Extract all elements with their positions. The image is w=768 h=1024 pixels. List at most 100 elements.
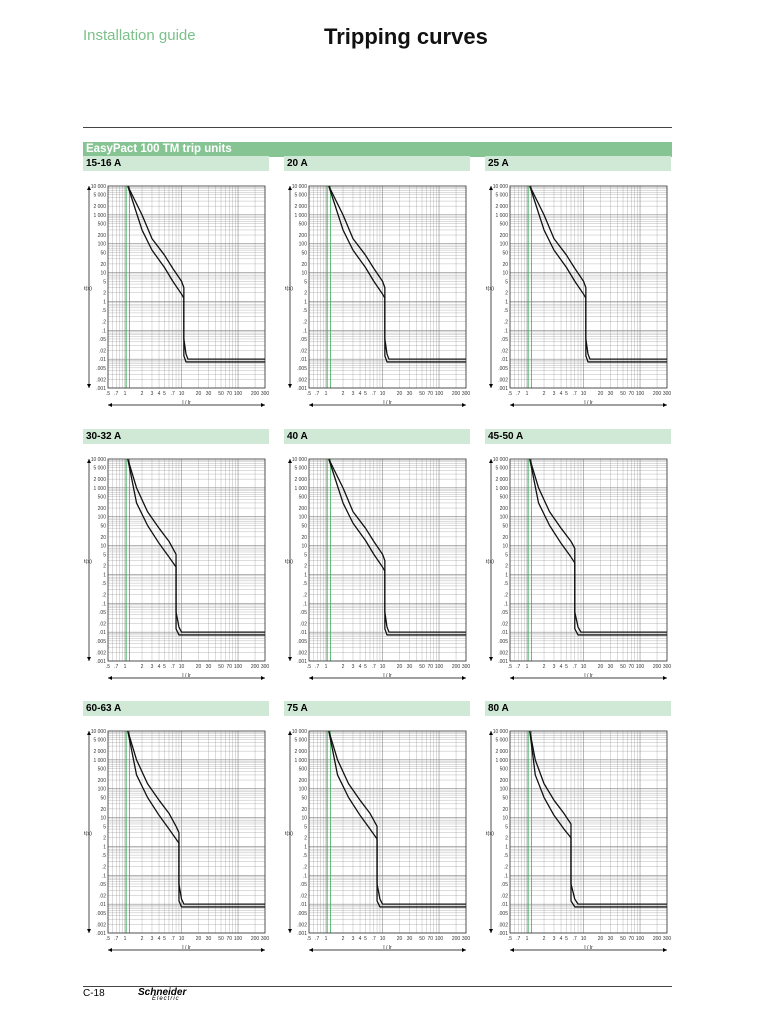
x-tick-label: 200 bbox=[251, 936, 260, 942]
x-tick-label: 200 bbox=[653, 664, 662, 670]
x-tick-label: 1 bbox=[325, 664, 328, 670]
x-tick-label: 200 bbox=[452, 391, 461, 397]
plot-frame bbox=[107, 185, 266, 389]
y-tick-label: 10 000 bbox=[91, 184, 107, 190]
trip-curve-chart: 10 000 5 000 2 000 1 000 500 200 100 50 20 10 5 2 1.… bbox=[285, 729, 470, 952]
x-tick-label: .7 bbox=[573, 391, 577, 397]
trip-curve-panel: 30-32 A 10 000 5 000 2 000 1 000 500 200 100 50 2… bbox=[83, 429, 269, 699]
x-tick-label: 1 bbox=[124, 936, 127, 942]
x-tick-label: .5 bbox=[508, 664, 512, 670]
y-tick-label: 2 000 bbox=[93, 749, 106, 755]
trip-curve-panel: 40 A 10 000 5 000 2 000 1 000 500 200 100 50 20 10… bbox=[284, 429, 470, 699]
trip-curve-panel: 80 A 10 000 5 000 2 000 1 000 500 200 100 50 20 10… bbox=[485, 701, 671, 971]
x-tick-label: .5 bbox=[307, 664, 311, 670]
y-tick-label: .005 bbox=[96, 366, 106, 372]
y-tick-label: 5 000 bbox=[294, 738, 307, 744]
y-tick-label: 2 bbox=[103, 291, 106, 297]
y-tick-label: 50 bbox=[502, 523, 508, 529]
y-tick-label: .001 bbox=[297, 386, 307, 392]
y-tick-label: 5 000 bbox=[495, 193, 508, 199]
plot-frame bbox=[509, 185, 668, 389]
x-tick-label: 30 bbox=[407, 664, 413, 670]
y-tick-label: 200 bbox=[299, 778, 308, 784]
y-tick-label: 200 bbox=[500, 778, 509, 784]
y-tick-label: 500 bbox=[98, 222, 107, 228]
trip-curve-panel: 75 A 10 000 5 000 2 000 1 000 500 200 100 50 20 10… bbox=[284, 701, 470, 971]
y-tick-label: 50 bbox=[502, 250, 508, 256]
y-tick-label: 1 000 bbox=[294, 758, 307, 764]
x-tick-label: 2 bbox=[342, 391, 345, 397]
y-tick-label: .2 bbox=[504, 593, 508, 599]
y-tick-label: .002 bbox=[96, 650, 106, 656]
trip-curve-upper bbox=[328, 730, 466, 905]
x-tick-label: 4 bbox=[158, 391, 161, 397]
x-tick-label: 2 bbox=[141, 391, 144, 397]
trip-curve-lower bbox=[328, 730, 466, 908]
x-tick-label: 200 bbox=[251, 391, 260, 397]
y-tick-label: 10 000 bbox=[493, 184, 509, 190]
y-tick-label: 10 bbox=[502, 271, 508, 277]
x-tick-label: .7 bbox=[516, 664, 520, 670]
trip-curve-chart: 10 000 5 000 2 000 1 000 500 200 100 50 20 10 5 2 1.… bbox=[84, 729, 269, 952]
trip-curve-lower bbox=[127, 730, 265, 908]
y-tick-label: .01 bbox=[99, 902, 106, 908]
y-tick-label: .01 bbox=[300, 630, 307, 636]
x-tick-label: 3 bbox=[553, 391, 556, 397]
y-tick-label: 10 bbox=[301, 544, 307, 550]
y-tick-label: 1 000 bbox=[495, 213, 508, 219]
trip-curve-chart: 10 000 5 000 2 000 1 000 500 200 100 50 20 10 5 2 1.… bbox=[285, 184, 470, 407]
x-tick-label: 300 bbox=[462, 664, 470, 670]
y-tick-label: 5 bbox=[304, 824, 307, 830]
x-tick-label: 1 bbox=[124, 391, 127, 397]
panel-rating-title: 15-16 A bbox=[83, 156, 269, 171]
y-tick-label: .5 bbox=[102, 581, 106, 587]
y-tick-label: .01 bbox=[501, 902, 508, 908]
x-tick-label: 200 bbox=[653, 936, 662, 942]
y-tick-label: 5 000 bbox=[93, 466, 106, 472]
y-tick-label: 1 bbox=[304, 299, 307, 305]
y-tick-label: 500 bbox=[299, 495, 308, 501]
x-tick-label: 200 bbox=[452, 936, 461, 942]
x-tick-label: 4 bbox=[158, 664, 161, 670]
y-tick-label: .5 bbox=[504, 308, 508, 314]
y-tick-label: .001 bbox=[498, 659, 508, 665]
trip-curve-chart: 10 000 5 000 2 000 1 000 500 200 100 50 20 10 5 2 1.… bbox=[285, 457, 470, 680]
y-tick-label: 10 000 bbox=[292, 729, 308, 735]
x-axis-label: I / Ir bbox=[182, 945, 191, 951]
trip-curve-upper bbox=[127, 458, 265, 633]
y-tick-label: 500 bbox=[500, 767, 509, 773]
y-tick-label: .002 bbox=[297, 922, 307, 928]
y-tick-label: 10 000 bbox=[91, 729, 107, 735]
x-axis-label: I / Ir bbox=[383, 673, 392, 679]
y-tick-label: 200 bbox=[98, 506, 107, 512]
x-tick-label: 20 bbox=[598, 391, 604, 397]
trip-curve-chart: 10 000 5 000 2 000 1 000 500 200 100 50 20 10 5 2 1.… bbox=[84, 184, 269, 407]
trip-curve-lower bbox=[127, 185, 265, 363]
y-tick-label: 1 000 bbox=[495, 758, 508, 764]
y-tick-label: .02 bbox=[99, 621, 106, 627]
y-tick-label: 50 bbox=[100, 250, 106, 256]
x-tick-label: 5 bbox=[163, 391, 166, 397]
y-tick-label: 1 bbox=[103, 572, 106, 578]
grid bbox=[308, 731, 467, 934]
y-tick-label: .05 bbox=[501, 610, 508, 616]
trip-curve-upper bbox=[127, 730, 265, 905]
x-tick-label: 5 bbox=[163, 664, 166, 670]
x-tick-label: 3 bbox=[352, 936, 355, 942]
y-tick-label: .05 bbox=[300, 882, 307, 888]
x-tick-label: 30 bbox=[206, 936, 212, 942]
panel-rating-title: 25 A bbox=[485, 156, 671, 171]
y-tick-label: 5 bbox=[103, 552, 106, 558]
y-tick-label: 5 000 bbox=[294, 193, 307, 199]
y-tick-label: 2 bbox=[505, 564, 508, 570]
x-tick-label: 30 bbox=[608, 664, 614, 670]
x-tick-label: 2 bbox=[342, 936, 345, 942]
grid bbox=[308, 186, 467, 389]
grid bbox=[107, 731, 266, 934]
y-tick-label: 10 000 bbox=[292, 457, 308, 463]
panel-rating-title: 30-32 A bbox=[83, 429, 269, 444]
y-tick-label: .01 bbox=[99, 630, 106, 636]
y-tick-label: .001 bbox=[498, 386, 508, 392]
y-tick-label: 20 bbox=[502, 535, 508, 541]
trip-curve-lower bbox=[529, 730, 667, 908]
